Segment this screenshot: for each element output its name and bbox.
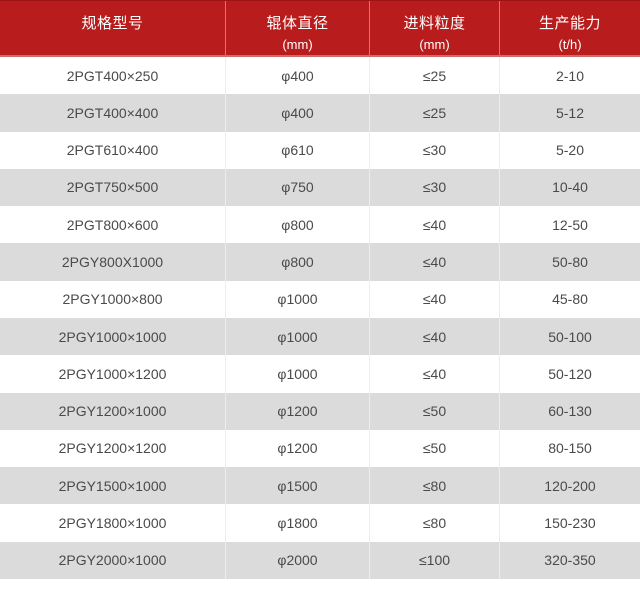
table-cell: 5-12 [555,104,585,121]
bottom-spacer [0,579,640,589]
table-cell: 50-100 [548,328,592,345]
table-cell: ≤50 [370,429,500,468]
table-cell: 2PGT400×400 [0,94,226,132]
table-cell: 120-200 [544,477,596,494]
table-cell: ≤40 [370,280,500,318]
column-header-feed-size: 进料粒度 (mm) [370,1,500,55]
table-row: 2PGT610×400 φ610 ≤30 5-20 [0,131,640,169]
table-cell: 2PGT800×600 [0,206,226,244]
table-cell: 2PGY800X1000 [0,243,226,281]
table-row: 2PGY1000×800 φ1000 ≤40 45-80 [0,280,640,318]
table-cell: 50-80 [552,254,588,271]
table-row: 2PGT400×400 φ400 ≤25 5-12 [0,94,640,132]
table-row: 2PGY1200×1200 φ1200 ≤50 80-150 [0,429,640,468]
table-row: 2PGY2000×1000 φ2000 ≤100 320-350 [0,541,640,579]
table-row: 2PGY1000×1200 φ1000 ≤40 50-120 [0,355,640,393]
table-cell: 10-40 [552,179,588,196]
table-row: 2PGT800×600 φ800 ≤40 12-50 [0,206,640,244]
table-cell: 2PGY1500×1000 [0,467,226,505]
table-cell: 2PGT750×500 [0,168,226,207]
table-cell: 80-150 [548,440,592,457]
table-row: 2PGT400×250 φ400 ≤25 2-10 [0,57,640,95]
table-cell: ≤50 [370,392,500,430]
table-row: 2PGY1000×1000 φ1000 ≤40 50-100 [0,317,640,356]
column-header-label: 生产能力 [538,15,601,32]
table-cell: 50-120 [548,365,592,382]
table-cell: φ750 [226,168,370,207]
table-cell: φ1000 [226,355,370,393]
table-cell: 2-10 [555,67,585,84]
table-cell: 2PGY1800×1000 [0,504,226,542]
table-cell: ≤80 [370,467,500,505]
table-cell: φ1200 [226,392,370,430]
column-header-label: 辊体直径 [266,15,329,32]
table-cell: 2PGY1000×800 [0,280,226,318]
table-cell: 2PGY1000×1200 [0,355,226,393]
table-cell: 150-230 [544,515,596,532]
table-cell: ≤40 [370,206,500,244]
table-row: 2PGY800X1000 φ800 ≤40 50-80 [0,243,640,281]
table-cell: 2PGT400×250 [0,57,226,95]
table-body: 2PGT400×250 φ400 ≤25 2-10 2PGT400×400 φ400 ≤25… [0,57,640,579]
table-cell: ≤30 [370,168,500,207]
table-cell: 2PGY1000×1000 [0,317,226,356]
table-cell: φ800 [226,243,370,281]
table-cell: φ1200 [226,429,370,468]
table-cell: φ1500 [226,467,370,505]
table-cell: φ1800 [226,504,370,542]
column-header-label: 进料粒度 [403,15,466,32]
table-cell: φ1000 [226,317,370,356]
table-header-row: 规格型号 辊体直径 (mm) 进料粒度 (mm) 生产能力 (t/h) [0,0,640,57]
table-cell: ≤25 [370,94,500,132]
column-header-unit: (mm) [282,37,313,52]
table-cell: ≤40 [370,243,500,281]
table-cell: ≤25 [370,57,500,95]
column-header-capacity: 生产能力 (t/h) [500,1,640,55]
table-cell: 2PGY2000×1000 [0,541,226,579]
column-header-model: 规格型号 [0,1,226,55]
table-row: 2PGY1200×1000 φ1200 ≤50 60-130 [0,392,640,430]
table-row: 2PGY1500×1000 φ1500 ≤80 120-200 [0,467,640,505]
table-cell: 5-20 [555,142,585,159]
table-cell: φ1000 [226,280,370,318]
table-cell: ≤100 [370,541,500,579]
table-cell: 2PGY1200×1200 [0,429,226,468]
table-cell: 2PGY1200×1000 [0,392,226,430]
column-header-roller-diameter: 辊体直径 (mm) [226,1,370,55]
table-cell: 12-50 [552,216,588,233]
table-cell: 60-130 [548,403,592,420]
column-header-unit: (t/h) [558,37,582,52]
table-cell: φ400 [226,57,370,95]
table-cell: 45-80 [552,291,588,308]
table-row: 2PGT750×500 φ750 ≤30 10-40 [0,168,640,207]
table-cell: 320-350 [544,552,596,569]
table-cell: φ800 [226,206,370,244]
table-cell: ≤40 [370,317,500,356]
table-row: 2PGY1800×1000 φ1800 ≤80 150-230 [0,504,640,542]
table-cell: ≤40 [370,355,500,393]
table-cell: φ610 [226,131,370,169]
column-header-label: 规格型号 [81,15,144,32]
table-cell: ≤30 [370,131,500,169]
table-cell: φ2000 [226,541,370,579]
column-header-unit: (mm) [419,37,450,52]
table-cell: φ400 [226,94,370,132]
table-cell: 2PGT610×400 [0,131,226,169]
table-cell: ≤80 [370,504,500,542]
